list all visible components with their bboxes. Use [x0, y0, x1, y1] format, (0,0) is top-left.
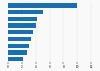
Bar [8, 44, 29, 48]
Bar [8, 17, 37, 21]
Bar [8, 30, 33, 35]
Bar [8, 50, 27, 55]
Bar [8, 10, 43, 14]
Bar [8, 23, 36, 28]
Bar [8, 57, 22, 61]
Bar [8, 3, 77, 8]
Bar [8, 37, 31, 41]
